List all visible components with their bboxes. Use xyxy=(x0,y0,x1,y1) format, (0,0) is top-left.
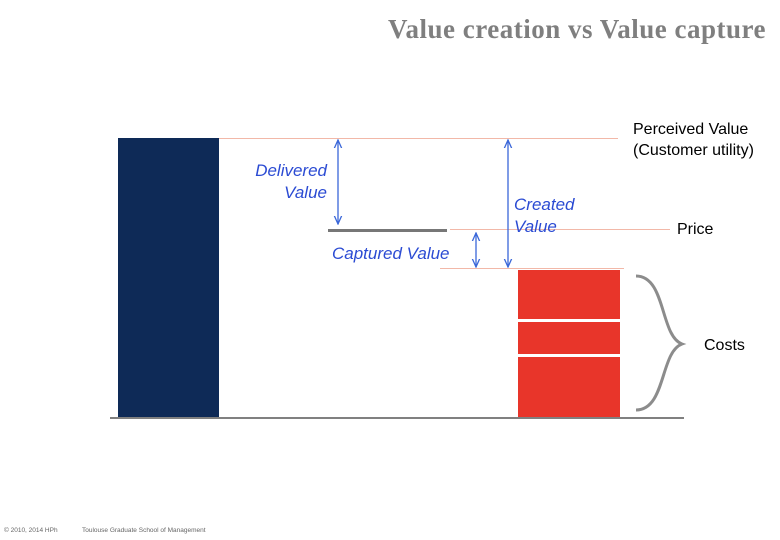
footer-school: Toulouse Graduate School of Management xyxy=(82,527,206,534)
footer-copyright: © 2010, 2014 HPh xyxy=(4,527,58,534)
cost-block-top xyxy=(518,270,620,319)
costs-label: Costs xyxy=(704,337,745,354)
costs-brace xyxy=(635,274,687,412)
created-value-line1: Created xyxy=(514,195,575,214)
price-label: Price xyxy=(677,221,714,238)
created-value-label: Created Value xyxy=(514,194,574,238)
delivered-value-label: Delivered Value xyxy=(247,160,327,204)
delivered-value-line2: Value xyxy=(284,183,327,202)
customer-utility-label: (Customer utility) xyxy=(633,142,754,159)
perceived-value-label: Perceived Value xyxy=(633,121,749,138)
perceived-value-bar xyxy=(118,138,219,417)
cost-block-bottom xyxy=(518,357,620,417)
delivered-value-line1: Delivered xyxy=(255,161,327,180)
slide-title: Value creation vs Value capture xyxy=(387,14,766,44)
captured-value-label: Captured Value xyxy=(332,244,450,263)
cost-block-middle xyxy=(518,322,620,354)
created-value-line2: Value xyxy=(514,217,557,236)
